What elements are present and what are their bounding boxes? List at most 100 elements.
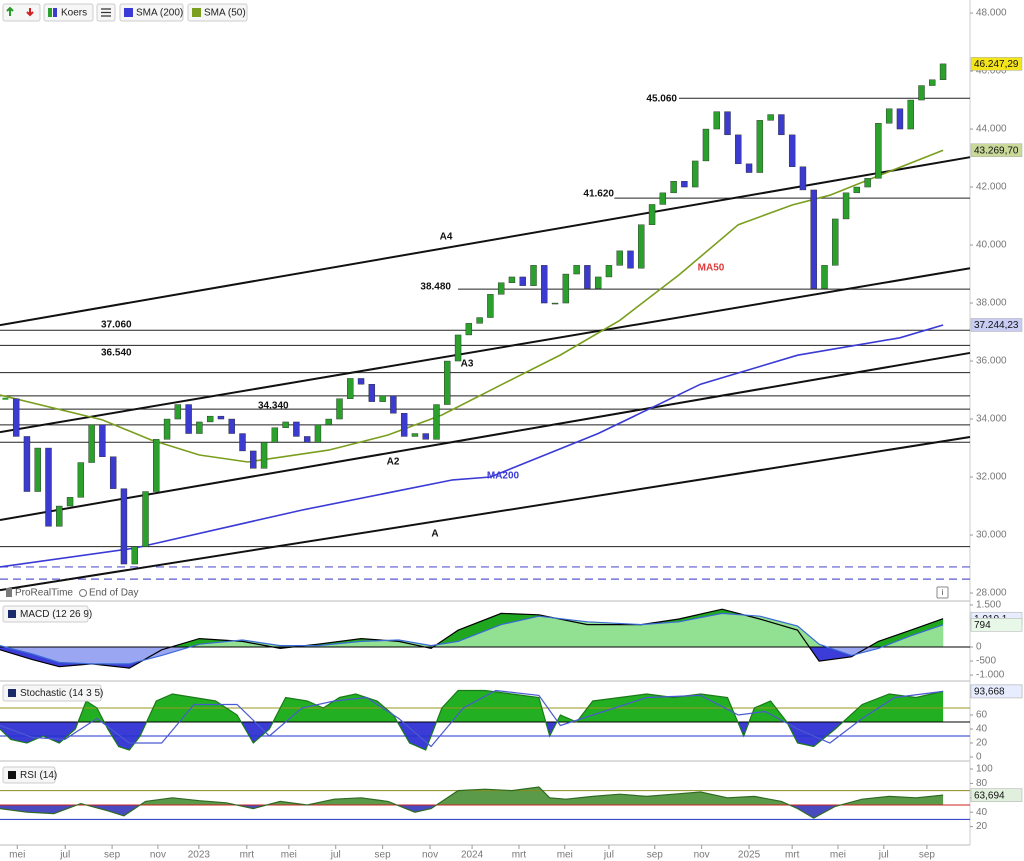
candle: [56, 505, 63, 527]
candle: [390, 395, 397, 414]
candle: [702, 128, 710, 162]
toolbar: Koers SMA (200) SMA (50): [2, 3, 248, 22]
legend-label: Koers: [61, 8, 87, 19]
candle: [174, 404, 182, 420]
price-tag: [970, 788, 1023, 802]
area-above: [0, 613, 944, 648]
plot-layer: 28.000 30.000 32.000 34.000 36.000 38.000 40.0…: [0, 8, 1023, 861]
x-tick-label: nov: [422, 850, 438, 861]
x-tick-label: sep: [375, 850, 392, 861]
x-tick-label: jul: [59, 850, 70, 861]
y-tick-label: 0: [976, 642, 982, 653]
candle: [228, 418, 235, 434]
level-label: 34.340: [258, 401, 289, 412]
source-icon: [6, 588, 12, 597]
series-line: [0, 612, 944, 665]
series-line: [0, 608, 944, 669]
level-label: 38.480: [420, 282, 451, 293]
candle: [745, 163, 753, 173]
x-tick-label: nov: [150, 850, 166, 861]
legend-swatch: [53, 8, 57, 17]
x-tick-label: sep: [104, 850, 121, 861]
y-tick-label: 80: [976, 778, 988, 789]
candle: [573, 265, 580, 275]
trend-label: A: [431, 529, 438, 540]
candle: [799, 166, 807, 191]
candle: [185, 404, 192, 434]
trend-label: A4: [440, 232, 453, 243]
candle: [45, 447, 52, 527]
candle: [422, 433, 429, 440]
annotation: MA200: [487, 471, 520, 482]
candle: [691, 160, 699, 188]
panel-title-box[interactable]: [2, 684, 102, 702]
trend-line: [0, 436, 971, 592]
series-line: [0, 786, 944, 819]
source-label: ProRealTime: [15, 588, 73, 599]
panel-icon: [8, 689, 16, 697]
candle: [670, 181, 677, 194]
price-tag-label: 794: [974, 620, 991, 631]
info-button[interactable]: [936, 586, 949, 599]
candle: [767, 114, 774, 121]
y-tick-label: 48.000: [976, 8, 1007, 19]
arrows-button[interactable]: [2, 3, 41, 22]
candle: [34, 447, 41, 492]
trend-label: A2: [387, 457, 400, 468]
candle: [196, 421, 203, 434]
candle: [282, 421, 289, 428]
candle: [379, 395, 386, 402]
candle: [411, 433, 419, 437]
price-tag: [970, 57, 1023, 71]
candle: [487, 294, 494, 318]
candle: [497, 282, 505, 295]
panel-title: RSI (14): [20, 770, 57, 781]
y-tick-label: 38.000: [976, 298, 1007, 309]
x-tick-label: 2023: [188, 850, 211, 861]
candle: [562, 273, 570, 304]
candle: [357, 378, 365, 385]
candle: [627, 250, 634, 269]
candle: [681, 181, 688, 188]
info-icon: i: [942, 588, 944, 597]
candle: [918, 85, 925, 101]
panel-title: Stochastic (14 3 5): [20, 688, 103, 699]
candle: [638, 224, 645, 269]
price-tag-label: 63,694: [974, 790, 1005, 801]
candle: [821, 265, 828, 289]
legend-label: SMA (200): [136, 8, 183, 19]
trend-line: [0, 351, 971, 521]
candle: [713, 111, 720, 130]
candle: [907, 99, 914, 130]
price-tag-label: 93,668: [974, 687, 1005, 698]
y-tick-label: 20: [976, 738, 988, 749]
y-tick-label: 60: [976, 710, 988, 721]
x-tick-label: nov: [694, 850, 710, 861]
x-tick-label: sep: [647, 850, 664, 861]
x-tick-label: mei: [281, 850, 297, 861]
trend-line: [0, 267, 971, 434]
x-tick-label: mei: [830, 850, 846, 861]
trend-label: A3: [461, 359, 474, 370]
candle: [541, 265, 548, 304]
candle: [465, 323, 473, 336]
legend-item[interactable]: [119, 3, 184, 22]
price-tag-label: 46.247,29: [974, 59, 1019, 70]
y-tick-label: -500: [976, 656, 996, 667]
price-tag: [970, 143, 1023, 157]
legend-swatch: [124, 8, 133, 17]
annotation: MA50: [698, 263, 725, 274]
x-tick-label: mrt: [512, 850, 527, 861]
legend-item[interactable]: [187, 3, 248, 22]
candle: [153, 439, 160, 492]
price-tag: [970, 318, 1023, 332]
candle: [88, 424, 95, 463]
candle: [724, 111, 731, 136]
panel-title-box[interactable]: [2, 605, 89, 623]
candle: [303, 436, 311, 443]
candle: [842, 192, 850, 220]
y-tick-label: 40.000: [976, 240, 1007, 251]
